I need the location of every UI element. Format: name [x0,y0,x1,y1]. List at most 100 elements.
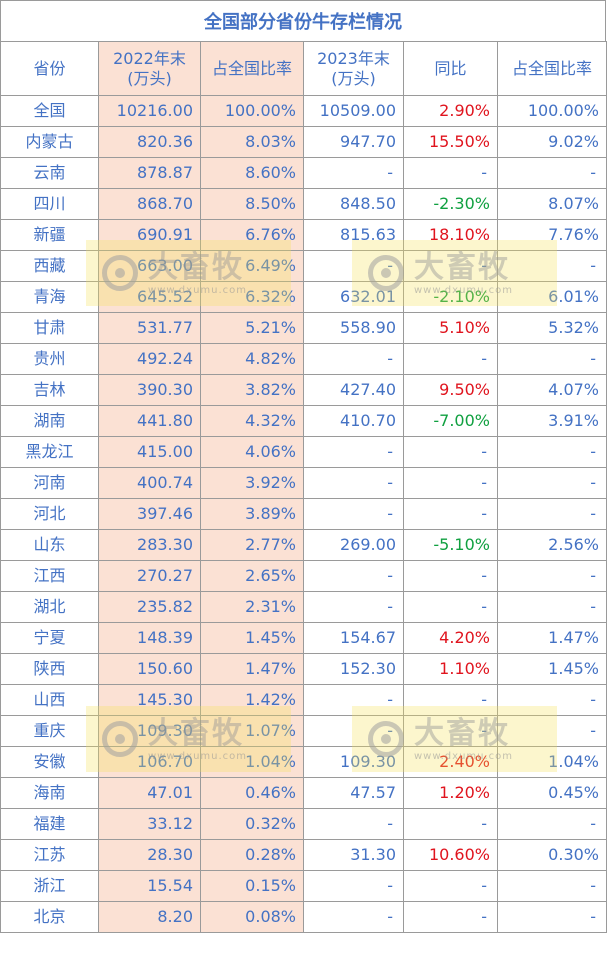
yoy-cell: 1.10% [403,653,498,685]
share-2022-cell: 100.00% [200,95,304,127]
stock-2022-cell: 663.00 [98,250,201,282]
share-2023-cell: - [497,157,607,189]
province-cell: 新疆 [0,219,99,251]
stock-2023-cell: 152.30 [303,653,404,685]
share-2023-cell: 1.04% [497,746,607,778]
province-cell: 浙江 [0,870,99,902]
share-2022-cell: 5.21% [200,312,304,344]
province-cell: 甘肃 [0,312,99,344]
share-2023-cell: - [497,467,607,499]
share-2022-cell: 0.46% [200,777,304,809]
stock-2022-cell: 531.77 [98,312,201,344]
stock-2022-cell: 145.30 [98,684,201,716]
header-province: 省份 [0,41,99,96]
table-row: 四川 868.70 8.50% 848.50 -2.30% 8.07% [0,188,607,220]
province-cell: 黑龙江 [0,436,99,468]
yoy-cell: - [403,250,498,282]
province-cell: 福建 [0,808,99,840]
yoy-cell: 10.60% [403,839,498,871]
table-row: 甘肃 531.77 5.21% 558.90 5.10% 5.32% [0,312,607,344]
stock-2022-cell: 820.36 [98,126,201,158]
stock-2022-cell: 415.00 [98,436,201,468]
share-2023-cell: - [497,436,607,468]
stock-2022-cell: 106.70 [98,746,201,778]
share-2022-cell: 1.47% [200,653,304,685]
stock-2023-cell: - [303,684,404,716]
province-cell: 宁夏 [0,622,99,654]
table-row: 黑龙江 415.00 4.06% - - - [0,436,607,468]
yoy-cell: - [403,808,498,840]
province-cell: 山东 [0,529,99,561]
yoy-cell: 5.10% [403,312,498,344]
share-2022-cell: 4.06% [200,436,304,468]
share-2022-cell: 0.08% [200,901,304,933]
share-2023-cell: 1.47% [497,622,607,654]
share-2022-cell: 1.04% [200,746,304,778]
stock-2022-cell: 492.24 [98,343,201,375]
stock-2023-cell: - [303,901,404,933]
yoy-cell: - [403,684,498,716]
province-cell: 内蒙古 [0,126,99,158]
stock-2023-cell: 47.57 [303,777,404,809]
stock-2023-cell: - [303,560,404,592]
share-2022-cell: 0.28% [200,839,304,871]
stock-2023-cell: 410.70 [303,405,404,437]
table-row: 海南 47.01 0.46% 47.57 1.20% 0.45% [0,777,607,809]
stock-2023-cell: 10509.00 [303,95,404,127]
stock-2022-cell: 8.20 [98,901,201,933]
table-row: 新疆 690.91 6.76% 815.63 18.10% 7.76% [0,219,607,251]
share-2023-cell: 3.91% [497,405,607,437]
stock-2022-cell: 235.82 [98,591,201,623]
table-row: 湖北 235.82 2.31% - - - [0,591,607,623]
share-2023-cell: 2.56% [497,529,607,561]
province-cell: 重庆 [0,715,99,747]
header-2023-share: 占全国比率 [497,41,607,96]
yoy-cell: - [403,591,498,623]
share-2022-cell: 4.32% [200,405,304,437]
yoy-cell: - [403,343,498,375]
share-2022-cell: 1.07% [200,715,304,747]
yoy-cell: 2.90% [403,95,498,127]
share-2022-cell: 8.50% [200,188,304,220]
province-cell: 青海 [0,281,99,313]
share-2023-cell: 9.02% [497,126,607,158]
share-2023-cell: 0.30% [497,839,607,871]
table-row: 浙江 15.54 0.15% - - - [0,870,607,902]
share-2023-cell: - [497,808,607,840]
table-row: 江西 270.27 2.65% - - - [0,560,607,592]
table-row: 福建 33.12 0.32% - - - [0,808,607,840]
stock-2022-cell: 10216.00 [98,95,201,127]
stock-2022-cell: 868.70 [98,188,201,220]
yoy-cell: - [403,560,498,592]
stock-2023-cell: - [303,436,404,468]
share-2022-cell: 1.42% [200,684,304,716]
share-2023-cell: - [497,901,607,933]
header-2022-stock: 2022年末 (万头) [98,41,201,96]
province-cell: 河南 [0,467,99,499]
province-cell: 陕西 [0,653,99,685]
share-2022-cell: 3.82% [200,374,304,406]
yoy-cell: -2.30% [403,188,498,220]
yoy-cell: - [403,467,498,499]
province-cell: 江苏 [0,839,99,871]
stock-2022-cell: 397.46 [98,498,201,530]
table-row: 吉林 390.30 3.82% 427.40 9.50% 4.07% [0,374,607,406]
stock-2022-cell: 109.30 [98,715,201,747]
stock-2023-cell: - [303,343,404,375]
yoy-cell: - [403,901,498,933]
stock-2022-cell: 270.27 [98,560,201,592]
yoy-cell: - [403,436,498,468]
stock-2022-cell: 150.60 [98,653,201,685]
table-title: 全国部分省份牛存栏情况 [0,0,606,41]
stock-2022-cell: 148.39 [98,622,201,654]
table-row: 山东 283.30 2.77% 269.00 -5.10% 2.56% [0,529,607,561]
stock-2022-cell: 283.30 [98,529,201,561]
share-2023-cell: - [497,715,607,747]
yoy-cell: -5.10% [403,529,498,561]
header-2022-share: 占全国比率 [200,41,304,96]
stock-2023-cell: 815.63 [303,219,404,251]
table-row: 江苏 28.30 0.28% 31.30 10.60% 0.30% [0,839,607,871]
stock-2022-cell: 33.12 [98,808,201,840]
stock-2022-cell: 47.01 [98,777,201,809]
province-cell: 四川 [0,188,99,220]
